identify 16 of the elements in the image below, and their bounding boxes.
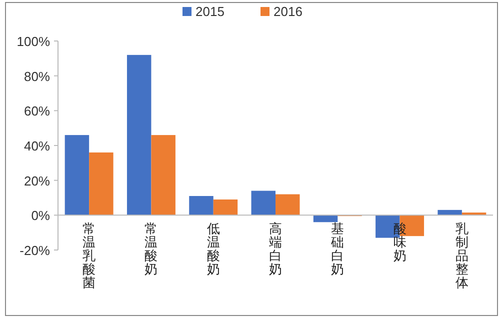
y-tick-label: 80% — [24, 68, 50, 84]
y-tick-label: 0% — [31, 208, 50, 224]
x-tick-label: 高端白奶 — [269, 221, 282, 277]
y-tick-label: 20% — [24, 173, 50, 188]
y-tick-label: 100% — [16, 34, 50, 49]
y-tick-label: 60% — [24, 104, 50, 119]
x-tick-label: 乳制品整体 — [455, 221, 468, 290]
x-tick-label: 酸味奶 — [393, 221, 406, 264]
x-tick-label: 低温酸奶 — [206, 221, 220, 277]
x-tick-label: 常温乳酸菌 — [82, 221, 96, 290]
x-tick-label: 常温酸奶 — [144, 221, 158, 277]
y-tick-label: -20% — [20, 243, 50, 258]
legend-label: 2016 — [274, 4, 302, 19]
y-tick-label: 40% — [24, 138, 50, 154]
x-tick-label: 基础白奶 — [330, 221, 344, 277]
legend-label: 2015 — [196, 4, 224, 19]
